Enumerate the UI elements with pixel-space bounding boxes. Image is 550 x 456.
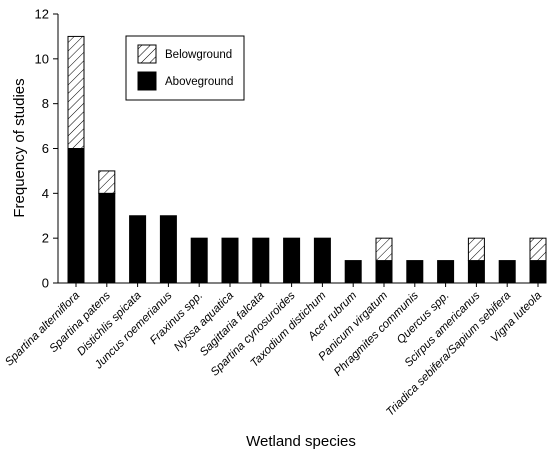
legend: Belowground Aboveground: [125, 35, 245, 101]
bar-aboveground: [283, 237, 301, 284]
bar-belowground: [375, 237, 393, 262]
bar-aboveground: [129, 215, 147, 284]
legend-label-aboveground: Aboveground: [165, 76, 233, 88]
bar-aboveground: [498, 260, 516, 284]
bar-aboveground: [467, 260, 485, 284]
bar-aboveground: [437, 260, 455, 284]
legend-label-belowground: Belowground: [165, 49, 232, 61]
bar-aboveground: [159, 215, 177, 284]
bar-aboveground: [252, 237, 270, 284]
bar-aboveground: [190, 237, 208, 284]
bar-aboveground: [406, 260, 424, 284]
y-tick-label: 6: [42, 141, 49, 156]
y-tick-label: 10: [35, 51, 49, 66]
bar-aboveground: [67, 148, 85, 284]
y-tick-label: 4: [42, 186, 49, 201]
legend-swatch-belowground: [137, 44, 157, 64]
bar-aboveground: [375, 260, 393, 284]
bar-aboveground: [344, 260, 362, 284]
bar-aboveground: [98, 192, 116, 284]
y-axis-title: Frequency of studies: [11, 78, 28, 217]
bar-belowground: [98, 170, 116, 194]
bar-aboveground: [221, 237, 239, 284]
bar-belowground: [467, 237, 485, 262]
legend-swatch-aboveground: [137, 71, 157, 91]
bar-belowground: [67, 35, 85, 150]
bar-aboveground: [529, 260, 547, 284]
y-tick-label: 2: [42, 231, 49, 246]
bar-belowground: [529, 237, 547, 262]
x-axis-title: Wetland species: [246, 433, 356, 450]
y-tick-label: 0: [42, 276, 49, 291]
y-tick-label: 8: [42, 96, 49, 111]
bar-aboveground: [313, 237, 331, 284]
y-tick-label: 12: [35, 7, 49, 22]
